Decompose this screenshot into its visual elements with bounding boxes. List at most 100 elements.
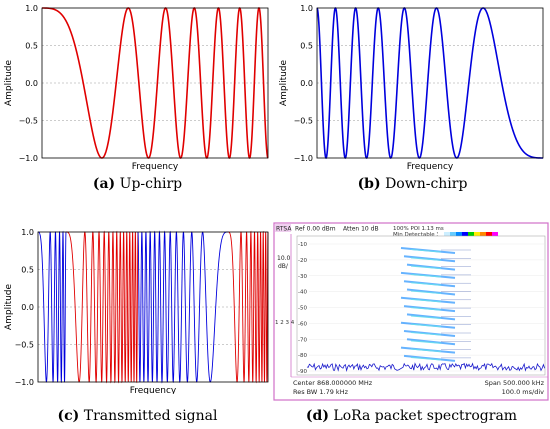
caption-up-chirp: (a) Up-chirp	[0, 176, 275, 192]
panel-lora-spectrogram: RTSA Ref 0.00 dBm Atten 10 dB 100% POI 1.13…	[273, 222, 550, 429]
y-tick-label: 0.5	[21, 266, 34, 275]
chirp-streak	[406, 338, 456, 346]
caption-text: Down-chirp	[385, 176, 468, 192]
up-chirp-line	[42, 7, 269, 159]
chirp-streak-core	[410, 282, 442, 286]
y-tick-label: -10	[298, 242, 307, 248]
y-tick-label: −1.0	[15, 378, 34, 387]
y-tick-label: -60	[298, 321, 307, 327]
colorbar-cell	[462, 232, 468, 236]
spectrogram-area	[296, 235, 546, 376]
signal-segment-4	[228, 230, 269, 384]
y-tick-label: -50	[298, 306, 307, 312]
caption-letter: (a)	[92, 176, 116, 192]
chirp-streak-core	[410, 265, 442, 270]
down-chirp-line	[316, 7, 543, 159]
chirp-streak-core	[410, 298, 442, 303]
chirp-streak	[406, 313, 456, 321]
colorbar-cell	[456, 232, 462, 236]
colorbar-cell	[480, 232, 486, 236]
colorbar-cell	[444, 232, 450, 236]
chirp-streak-core	[410, 356, 442, 361]
panel-up-chirp: 1.0 0.5 0.0 −0.5 −1.0 Frequency Amplitude (a) …	[0, 0, 275, 205]
y-tick-label: −0.5	[19, 117, 38, 126]
min-detectable-label: Min Detectable 380 ns	[393, 232, 455, 238]
caption-letter: (c)	[57, 408, 80, 424]
caption-text: Transmitted signal	[83, 408, 218, 424]
colorbar-cell	[474, 232, 480, 236]
marker-list: 1 2 3 4	[275, 320, 295, 326]
y-tick-label: -40	[298, 290, 307, 296]
span-value: Span 500.000 kHz	[485, 379, 545, 387]
chirp-streak-core	[410, 340, 442, 344]
y-axis-label: Amplitude	[4, 283, 14, 330]
y-axis-label: Amplitude	[279, 59, 289, 106]
y-tick-label: −1.0	[294, 154, 313, 163]
y-tick-label: 0.0	[300, 79, 313, 88]
scale-value: 10.0	[277, 255, 291, 262]
y-tick-label: 0.0	[25, 79, 38, 88]
resolution-bandwidth: Res BW 1.79 kHz	[293, 388, 349, 396]
chirp-streak-core	[410, 273, 442, 278]
caption-text: Up-chirp	[119, 176, 183, 192]
scale-unit: dB/	[278, 263, 289, 270]
colorbar-cell	[492, 232, 498, 236]
plot-frame	[41, 7, 269, 159]
caption-letter: (d)	[305, 408, 329, 424]
colorbar-cell	[450, 232, 456, 236]
caption-down-chirp: (b) Down-chirp	[275, 176, 550, 192]
x-axis-label: Frequency	[407, 162, 454, 172]
transmitted-signal-chart: 1.0 0.5 0.0 −0.5 −1.0 Frequency Amplitude	[4, 228, 269, 396]
plot-frame	[37, 231, 269, 383]
y-tick-label: 0.5	[300, 42, 313, 51]
y-tick-label: −0.5	[15, 341, 34, 350]
x-axis-label: Frequency	[132, 162, 179, 172]
y-tick-label: -90	[298, 369, 307, 375]
chirp-streak	[406, 263, 456, 271]
caption-text: LoRa packet spectrogram	[333, 408, 518, 424]
caption-transmitted-signal: (c) Transmitted signal	[0, 408, 275, 424]
y-tick-label: -80	[298, 353, 307, 359]
chirp-streak	[406, 288, 456, 296]
caption-letter: (b)	[357, 176, 381, 192]
y-tick-label: -30	[298, 274, 307, 280]
lora-spectrogram-chart: RTSA Ref 0.00 dBm Atten 10 dB 100% POI 1.13…	[273, 222, 549, 401]
colorbar-cell	[486, 232, 492, 236]
caption-lora-spectrogram: (d) LoRa packet spectrogram	[273, 408, 550, 424]
y-axis-label: Amplitude	[4, 59, 14, 106]
chirp-streak-core	[410, 331, 442, 336]
plot-frame	[316, 7, 544, 159]
sweep-time: 100.0 ms/div	[502, 388, 545, 396]
down-chirp-chart: 1.0 0.5 0.0 −0.5 −1.0 Frequency Amplitude	[279, 4, 544, 172]
up-chirp-chart: 1.0 0.5 0.0 −0.5 −1.0 Frequency Amplitude	[4, 4, 269, 172]
chirp-streak-core	[410, 290, 442, 295]
chirp-streak-core	[410, 348, 442, 353]
chirp-streak-core	[410, 315, 442, 319]
mode-label: RTSA	[276, 226, 292, 233]
y-tick-label: −1.0	[19, 154, 38, 163]
y-tick-label: -20	[298, 258, 307, 264]
y-tick-label: 1.0	[25, 4, 38, 13]
x-axis-label: Frequency	[130, 386, 177, 394]
y-tick-label: 1.0	[300, 4, 313, 13]
y-tick-label: −0.5	[294, 117, 313, 126]
signal-segment-3	[137, 230, 228, 384]
y-tick-label: -70	[298, 337, 307, 343]
panel-transmitted-signal: 1.0 0.5 0.0 −0.5 −1.0 Frequency Amplitude (c) …	[0, 222, 275, 429]
poi-label: 100% POI 1.13 ms	[393, 226, 444, 232]
colorbar-cell	[468, 232, 474, 236]
chirp-streak-core	[410, 248, 442, 253]
y-tick-label: 0.0	[21, 303, 34, 312]
attenuation: Atten 10 dB	[343, 226, 379, 233]
mode-badge	[275, 224, 291, 232]
chirp-streak-core	[410, 323, 442, 328]
panel-down-chirp: 1.0 0.5 0.0 −0.5 −1.0 Frequency Amplitude (b) …	[275, 0, 550, 205]
y-tick-label: 1.0	[21, 228, 34, 237]
signal-segment-2	[66, 230, 139, 384]
colorbar-cell	[438, 232, 444, 236]
y-tick-label: 0.5	[25, 42, 38, 51]
chirp-streak-core	[410, 257, 442, 261]
center-frequency: Center 868.000000 MHz	[293, 379, 373, 387]
chirp-streak-core	[410, 307, 442, 311]
noise-trace	[306, 362, 545, 372]
